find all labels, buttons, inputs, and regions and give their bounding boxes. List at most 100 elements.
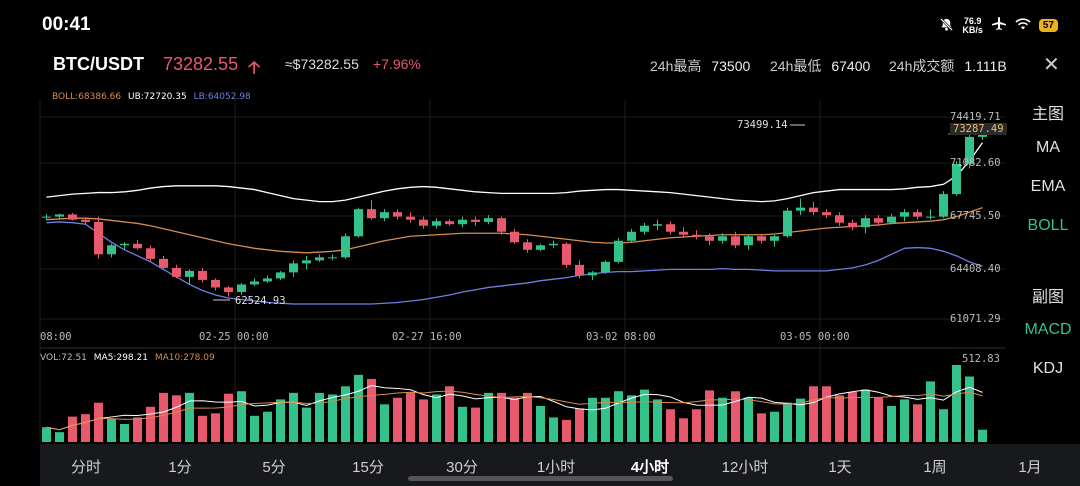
battery-indicator: 57 — [1038, 19, 1058, 32]
y-tick: 71082.60 — [950, 157, 1001, 169]
candle-body — [289, 263, 298, 273]
x-tick: 03-05 00:00 — [780, 331, 850, 343]
volume-bar — [159, 392, 168, 442]
candle-body — [952, 163, 961, 195]
volume-bar — [614, 391, 623, 442]
candle-body — [159, 258, 168, 268]
candle-body — [471, 219, 480, 222]
volume-bar — [913, 404, 922, 442]
timeframe-tab[interactable]: 1周 — [923, 459, 947, 476]
timeframe-tab[interactable]: 1天 — [828, 459, 852, 476]
volume-bar — [887, 405, 896, 442]
volume-bar — [393, 397, 402, 442]
candle-body — [822, 212, 831, 216]
vol-ma10-line — [46, 390, 983, 431]
candle-body — [536, 245, 545, 250]
volume-bar — [68, 416, 77, 442]
y-tick: 67745.50 — [950, 210, 1001, 222]
volume-bar — [627, 395, 636, 442]
timeframe-tab[interactable]: 1月 — [1018, 459, 1042, 476]
volume-bar — [419, 399, 428, 442]
volume-bar — [666, 409, 675, 442]
timeframe-tab[interactable]: 5分 — [262, 459, 286, 476]
volume-bar — [432, 394, 441, 442]
volume-bar — [679, 418, 688, 442]
candle-body — [874, 218, 883, 223]
usd-price: ≈$73282.55 — [285, 56, 359, 72]
timeframe-tab[interactable]: 30分 — [446, 459, 478, 476]
candle-body — [185, 270, 194, 277]
close-icon[interactable]: ✕ — [1043, 54, 1060, 76]
timeframe-tab[interactable]: 1分 — [168, 459, 192, 476]
indicator-ma[interactable]: MA — [1036, 139, 1060, 156]
timeframe-tab[interactable]: 1小时 — [536, 459, 576, 476]
timeframe-tab[interactable]: 分时 — [70, 459, 102, 476]
volume-bar — [484, 392, 493, 442]
volume-bar — [471, 407, 480, 442]
indicator-ema[interactable]: EMA — [1030, 178, 1066, 195]
y-tick: 74419.71 — [950, 111, 1001, 123]
volume-bar — [198, 415, 207, 442]
volume-bar — [250, 415, 259, 442]
volume-bar — [445, 386, 454, 442]
candle-body — [211, 279, 220, 288]
boll-upper-line — [46, 142, 984, 203]
candle-body — [276, 272, 285, 279]
volume-bar — [81, 414, 90, 442]
candle-body — [133, 243, 142, 249]
indicator-kdj[interactable]: KDJ — [1032, 360, 1064, 377]
volume-bar — [718, 397, 727, 442]
volume-bar — [133, 417, 142, 442]
candle-body — [172, 267, 181, 277]
indicator-macd[interactable]: MACD — [1024, 321, 1072, 338]
boll-lb-value: LB:64052.98 — [193, 92, 251, 102]
low-annotation: 62524.93 — [235, 295, 286, 307]
candle-body — [562, 243, 571, 265]
trading-pair[interactable]: BTC/USDT — [53, 54, 144, 74]
timeframe-tab-active[interactable]: 4小时 — [630, 459, 670, 476]
volume-bar — [185, 392, 194, 442]
volume-bar — [952, 365, 961, 442]
high-annotation: 73499.14 — [737, 119, 788, 131]
volume-bar — [55, 432, 64, 442]
volume-bar — [237, 391, 246, 442]
volume-bar — [146, 406, 155, 442]
volume-bar — [263, 411, 272, 442]
candle-body — [146, 248, 155, 259]
candle-body — [796, 207, 805, 211]
candle-body — [809, 207, 818, 213]
boll-legend: BOLL:68386.66 UB:72720.35 LB:64052.98 — [52, 92, 251, 102]
change-percent: +7.96% — [373, 56, 421, 72]
volume-bar — [289, 392, 298, 442]
volume-bar — [705, 390, 714, 442]
candle-body — [835, 215, 844, 223]
volume-legend: VOL:72.51 MA5:298.21 MA10:278.09 — [40, 353, 215, 363]
volume-bar — [757, 413, 766, 442]
up-arrow-icon: 🡡 — [248, 58, 261, 77]
candle-body — [848, 222, 857, 228]
candle-body — [341, 236, 350, 258]
net-speed: 76.9 KB/s — [962, 15, 983, 35]
candle-body — [744, 236, 753, 246]
indicator-boll[interactable]: BOLL — [1027, 217, 1069, 234]
candle-body — [393, 212, 402, 217]
timeframe-tab[interactable]: 15分 — [352, 459, 384, 476]
volume-bar — [94, 402, 103, 442]
candle-body — [887, 216, 896, 223]
volume-bar — [562, 419, 571, 442]
volume-bar — [874, 397, 883, 442]
volume-bar — [510, 397, 519, 442]
candle-body — [484, 218, 493, 222]
candle-body — [237, 284, 246, 292]
volume-bar — [380, 404, 389, 442]
candle-body — [354, 209, 363, 237]
candle-body — [965, 136, 974, 164]
candle-body — [627, 231, 636, 241]
volume-bar — [107, 419, 116, 442]
timeframe-tab[interactable]: 12小时 — [721, 459, 769, 476]
candle-body — [406, 216, 415, 220]
candle-body — [705, 236, 714, 241]
boll-lower-line — [46, 221, 983, 305]
volume-bar — [861, 389, 870, 442]
